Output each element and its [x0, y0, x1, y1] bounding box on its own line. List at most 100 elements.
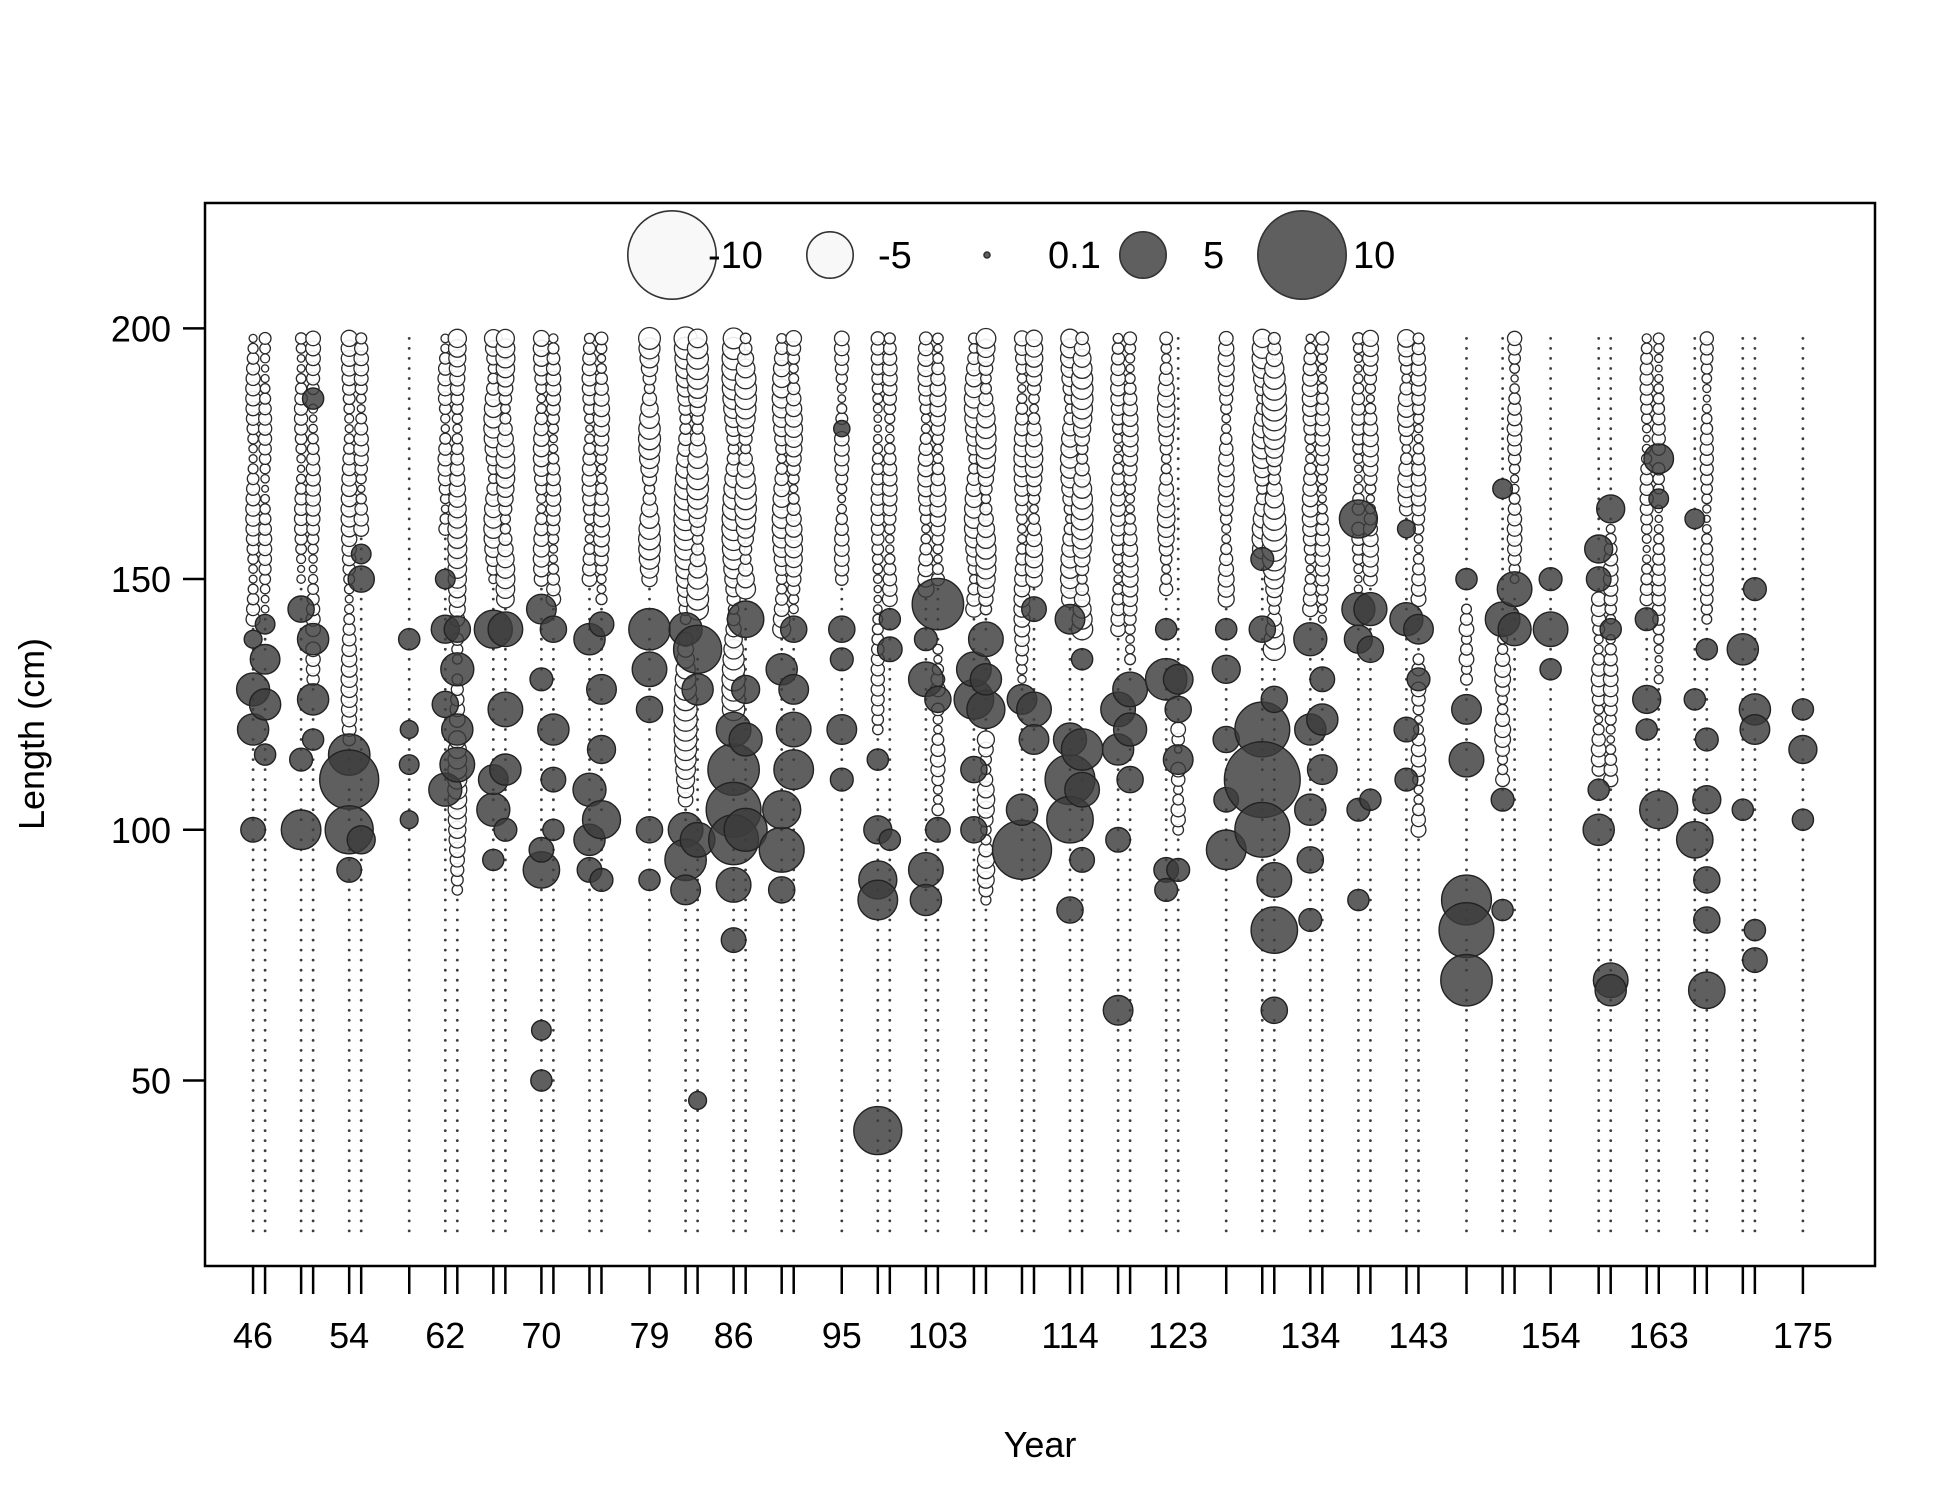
residual-bubble-small — [696, 1028, 699, 1032]
residual-bubble-small — [251, 1028, 255, 1032]
residual-bubble-negative — [1218, 330, 1234, 346]
residual-bubble-small — [540, 808, 543, 812]
residual-bubble-small — [263, 1008, 267, 1012]
residual-bubble-small — [299, 667, 303, 671]
residual-bubble-small — [1032, 988, 1036, 992]
residual-bubble-small — [1116, 1199, 1120, 1203]
residual-bubble-small — [1308, 657, 1312, 661]
residual-bubble-negative — [1160, 453, 1172, 465]
residual-bubble-small — [407, 657, 411, 661]
residual-bubble-small — [1501, 467, 1504, 471]
residual-bubble-small — [1753, 427, 1757, 430]
residual-bubble-small — [972, 858, 976, 862]
residual-bubble-small — [1224, 1139, 1228, 1142]
residual-bubble-small — [1417, 978, 1420, 982]
residual-bubble-small — [696, 948, 699, 952]
residual-bubble-small — [1164, 718, 1168, 721]
residual-bubble-small — [684, 1129, 687, 1132]
residual-bubble-small — [744, 908, 747, 912]
residual-bubble-small — [1597, 948, 1601, 952]
residual-bubble-negative — [259, 583, 271, 595]
residual-bubble-small — [1308, 948, 1312, 952]
residual-bubble-small — [443, 1229, 447, 1233]
residual-bubble-small — [299, 1139, 303, 1142]
residual-bubble-small — [1032, 788, 1036, 792]
residual-bubble-negative — [296, 363, 306, 374]
residual-bubble-small — [1597, 1079, 1601, 1082]
residual-bubble-small — [1020, 1079, 1024, 1082]
residual-bubble-small — [504, 938, 507, 942]
residual-bubble-small — [984, 928, 988, 932]
residual-bubble-small — [299, 1089, 303, 1092]
residual-bubble-small — [1369, 1149, 1372, 1153]
residual-bubble-small — [455, 1059, 459, 1062]
residual-bubble-small — [840, 688, 844, 691]
residual-bubble-small — [1308, 1169, 1312, 1173]
residual-bubble-small — [1549, 1179, 1552, 1183]
residual-bubble-small — [840, 1008, 844, 1012]
residual-bubble-small — [1080, 1008, 1084, 1012]
residual-bubble-small — [347, 1229, 351, 1233]
residual-bubble-small — [840, 1028, 844, 1032]
residual-bubble-small — [1032, 677, 1036, 681]
residual-bubble-negative — [1700, 542, 1714, 556]
residual-bubble-small — [359, 1199, 363, 1203]
residual-bubble-negative — [1303, 462, 1317, 476]
residual-bubble-small — [263, 898, 267, 902]
residual-bubble-small — [1176, 1049, 1180, 1052]
residual-bubble-small — [1369, 1169, 1372, 1173]
residual-bubble-small — [1116, 948, 1120, 952]
residual-bubble-small — [780, 708, 784, 711]
residual-bubble-small — [407, 1099, 411, 1102]
residual-bubble-small — [1032, 1109, 1036, 1112]
residual-bubble-negative — [595, 482, 608, 496]
residual-bubble-small — [984, 1229, 988, 1233]
residual-bubble-small — [1405, 647, 1408, 651]
residual-bubble-small — [924, 738, 928, 741]
residual-bubble-small — [684, 1039, 687, 1042]
residual-bubble-small — [1705, 968, 1709, 972]
residual-bubble-small — [1128, 1069, 1132, 1072]
residual-bubble-negative — [1606, 735, 1616, 744]
residual-bubble-small — [696, 708, 699, 711]
residual-bubble-negative — [1123, 331, 1138, 346]
residual-bubble-negative — [1701, 533, 1713, 545]
residual-bubble-small — [648, 978, 651, 982]
residual-bubble-small — [1405, 808, 1408, 812]
residual-bubble-small — [888, 938, 892, 942]
residual-bubble-small — [1068, 1189, 1072, 1193]
residual-bubble-small — [299, 958, 303, 962]
residual-bubble-small — [1068, 708, 1072, 711]
residual-bubble-small — [491, 657, 495, 661]
residual-bubble-negative — [1413, 794, 1424, 805]
residual-bubble-small — [648, 928, 651, 932]
residual-bubble-small — [407, 1169, 411, 1173]
residual-bubble-small — [1657, 1109, 1661, 1112]
residual-bubble-small — [1657, 1159, 1661, 1163]
residual-bubble-small — [780, 1169, 784, 1173]
residual-bubble-small — [792, 1079, 796, 1082]
residual-bubble-small — [1176, 1079, 1180, 1082]
residual-bubble-small — [1116, 818, 1120, 822]
residual-bubble-small — [1657, 1028, 1661, 1032]
residual-bubble-small — [1645, 1099, 1649, 1102]
residual-bubble-small — [732, 988, 735, 992]
residual-bubble-small — [263, 978, 267, 982]
residual-bubble-small — [696, 1209, 699, 1213]
residual-bubble-small — [251, 1079, 255, 1082]
residual-bubble-small — [1417, 1099, 1420, 1102]
residual-bubble-small — [1597, 878, 1601, 882]
residual-bubble-small — [1513, 778, 1516, 781]
residual-bubble-small — [540, 768, 543, 771]
residual-bubble-small — [1693, 557, 1697, 561]
residual-bubble-small — [311, 1199, 315, 1203]
residual-bubble-small — [1705, 768, 1709, 771]
residual-bubble-small — [1405, 1049, 1408, 1052]
residual-bubble-small — [1501, 417, 1504, 420]
residual-bubble-negative — [1506, 330, 1523, 347]
residual-bubble-small — [1753, 457, 1757, 461]
residual-bubble-small — [1176, 1179, 1180, 1183]
residual-bubble-small — [876, 1099, 880, 1102]
residual-bubble-negative — [872, 443, 884, 455]
residual-bubble-small — [407, 848, 411, 852]
